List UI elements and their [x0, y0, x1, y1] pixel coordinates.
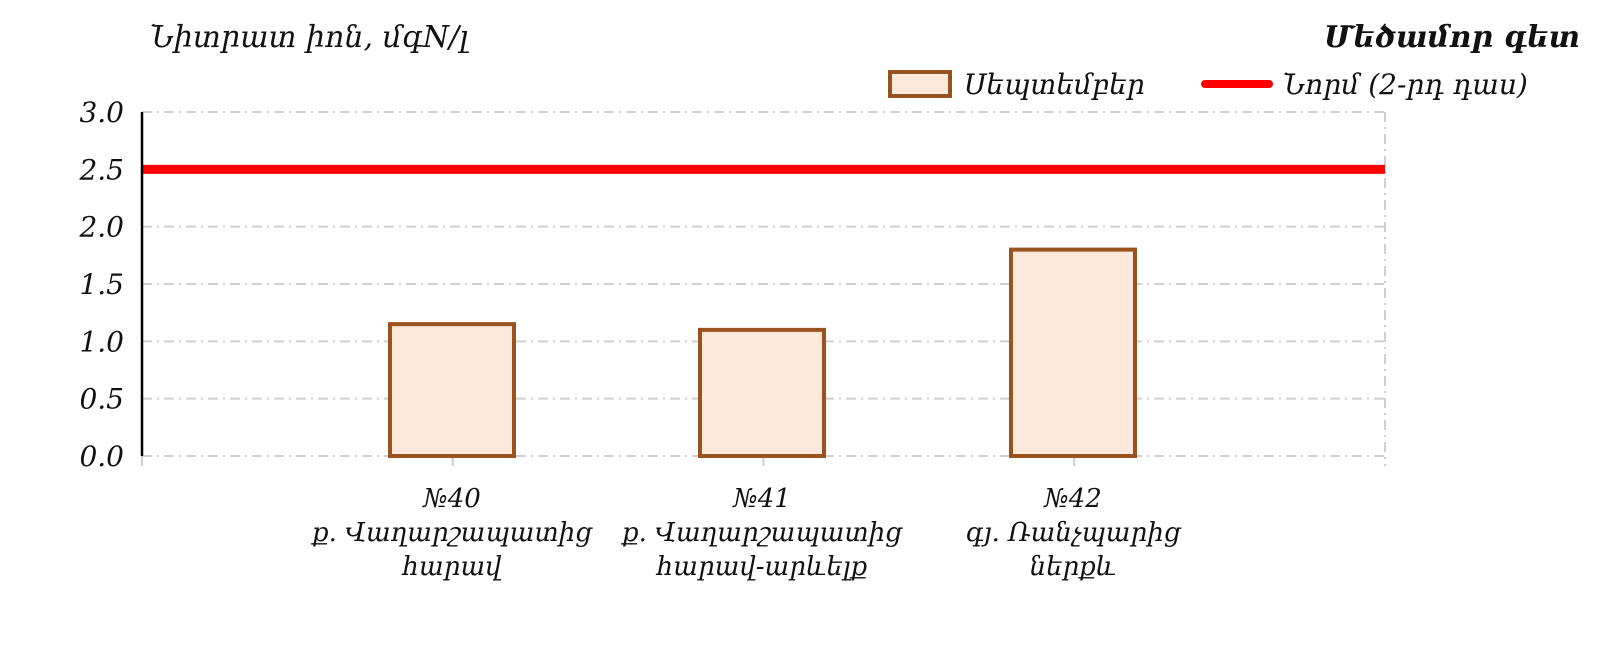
- river-name: Մեծամոր գետ: [1323, 20, 1580, 55]
- category-code: №40: [423, 484, 481, 514]
- y-tick-label: 1.5: [79, 268, 124, 301]
- legend: Սեպտեմբեր Նորմ (2-րդ դաս): [888, 66, 1528, 102]
- category-name: ք. Վաղարշապատից հարավ: [312, 518, 592, 582]
- y-tick-label: 2.5: [78, 153, 124, 186]
- bars: [388, 247, 1137, 458]
- y-tick-label: 2.0: [78, 211, 124, 244]
- legend-series-label: Սեպտեմբեր: [964, 67, 1145, 101]
- x-category-label: №41 ք. Վաղարշապատից հարավ-արևելք: [622, 482, 902, 584]
- bar: [698, 327, 826, 458]
- y-tick-label: 0.0: [79, 440, 124, 473]
- legend-bar-swatch: [888, 70, 952, 98]
- bar: [1009, 247, 1137, 458]
- bar: [388, 322, 516, 458]
- legend-norm-label: Նորմ (2-րդ դաս): [1282, 67, 1528, 101]
- y-axis-label: Նիտրատ իոն, մգN/լ: [150, 20, 469, 55]
- y-tick-label: 0.5: [79, 383, 124, 416]
- x-category-label: №40 ք. Վաղարշապատից հարավ: [312, 482, 592, 584]
- category-name: ք. Վաղարշապատից հարավ-արևելք: [622, 518, 902, 582]
- y-tick-label: 1.0: [79, 325, 124, 358]
- category-name: գյ. Ռանչպարից ներքև: [965, 518, 1181, 582]
- category-code: №42: [1044, 484, 1102, 514]
- category-code: №41: [733, 484, 791, 514]
- x-category-label: №42 գյ. Ռանչպարից ներքև: [933, 482, 1213, 584]
- y-tick-label: 3.0: [79, 96, 124, 129]
- y-tick-labels: 3.0 2.5 2.0 1.5 1.0 0.5 0.0: [78, 96, 124, 473]
- legend-norm-swatch: [1200, 80, 1273, 88]
